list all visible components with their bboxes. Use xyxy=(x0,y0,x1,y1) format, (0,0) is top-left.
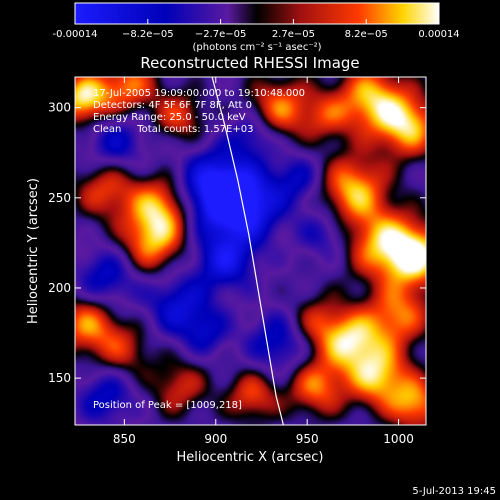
annotation-time: 17-Jul-2005 19:09:00.000 to 19:10:48.000 xyxy=(93,88,305,99)
y-tick-label: 250 xyxy=(48,191,71,205)
colorbar-tick-label: 2.7e−05 xyxy=(272,29,315,40)
colorbar-ticks xyxy=(74,19,440,24)
colorbar-tick-label: 8.2e−05 xyxy=(345,29,388,40)
x-tick-labels: 850 900 950 1000 xyxy=(113,432,414,446)
y-tick-label: 150 xyxy=(48,371,71,385)
solar-limb-curve xyxy=(211,77,284,425)
annotation-detectors: Detectors: 4F 5F 6F 7F 8F, Att 0 xyxy=(93,100,252,111)
colorbar-tick-label: -0.00014 xyxy=(53,29,98,40)
y-tick-label: 300 xyxy=(48,101,71,115)
x-tick-label: 950 xyxy=(296,432,319,446)
annotation-counts: Clean Total counts: 1.57E+03 xyxy=(93,124,253,135)
colorbar-unit-label: (photons cm⁻² s⁻¹ asec⁻²) xyxy=(192,42,321,53)
x-tick-label: 1000 xyxy=(383,432,414,446)
axis-ticks xyxy=(75,77,426,425)
colorbar-tick-labels: -0.00014 −8.2e−05 −2.7e−05 2.7e−05 8.2e−05 0.… xyxy=(53,29,460,40)
peak-position-label: Position of Peak = [1009,218] xyxy=(93,400,242,411)
x-axis-label: Heliocentric X (arcsec) xyxy=(177,450,324,465)
colorbar-tick-label: −8.2e−05 xyxy=(122,29,174,40)
x-tick-label: 900 xyxy=(204,432,227,446)
x-tick-label: 850 xyxy=(113,432,136,446)
annotation-energy: Energy Range: 25.0 - 50.0 keV xyxy=(93,112,246,123)
heatmap-image xyxy=(75,77,426,425)
y-tick-labels: 150 200 250 300 xyxy=(48,101,71,385)
chart-title: Reconstructed RHESSI Image xyxy=(140,54,359,72)
y-axis-label: Heliocentric Y (arcsec) xyxy=(26,178,41,324)
footer-timestamp: 5-Jul-2013 19:45 xyxy=(412,486,496,497)
y-tick-label: 200 xyxy=(48,281,71,295)
colorbar-tick-label: 0.00014 xyxy=(418,29,459,40)
colorbar-tick-label: −2.7e−05 xyxy=(195,29,247,40)
plot-frame xyxy=(74,76,427,426)
colorbar xyxy=(74,2,440,25)
